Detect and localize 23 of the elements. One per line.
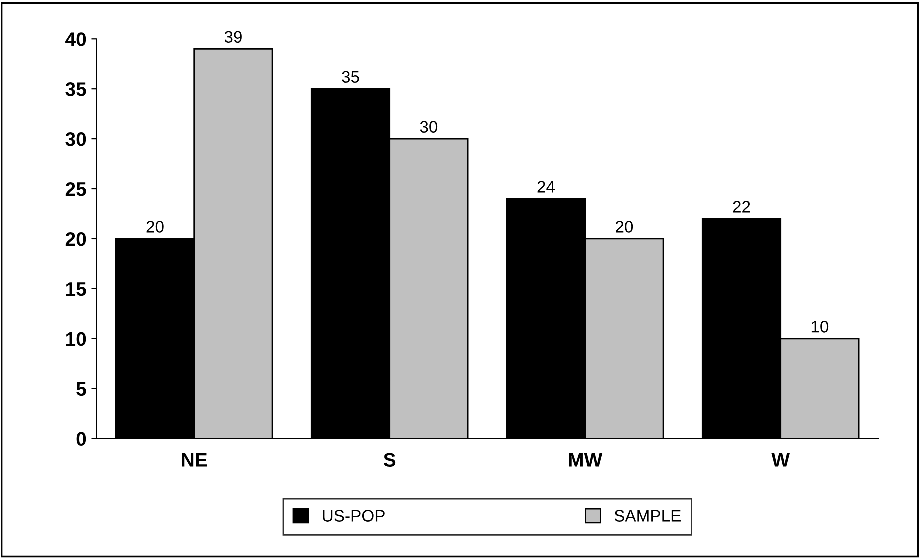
- y-tick-label: 25: [66, 182, 86, 196]
- data-label: 20: [146, 221, 164, 233]
- y-tick-label: 35: [66, 82, 86, 96]
- x-tick-label: MW: [569, 453, 603, 467]
- data-label: 24: [538, 181, 556, 193]
- data-label: 39: [224, 31, 242, 44]
- legend-label: SAMPLE: [614, 510, 681, 522]
- y-tick-label: 10: [66, 332, 86, 346]
- data-label: 22: [733, 201, 750, 213]
- data-label: 30: [420, 121, 438, 133]
- y-tick-label: 40: [66, 32, 86, 46]
- y-tick-label: 20: [66, 232, 86, 246]
- x-tick-label: S: [384, 453, 396, 467]
- legend-label: US-POP: [323, 510, 385, 522]
- data-label: 35: [342, 71, 360, 84]
- y-tick-label: 15: [66, 282, 86, 296]
- y-tick-label: 5: [76, 382, 86, 396]
- x-tick-label: W: [772, 453, 790, 467]
- data-label: 20: [616, 221, 634, 233]
- y-tick-label: 0: [76, 432, 86, 446]
- x-tick-label: NE: [182, 453, 208, 467]
- y-tick-label: 30: [66, 132, 86, 146]
- data-label: 10: [812, 321, 829, 333]
